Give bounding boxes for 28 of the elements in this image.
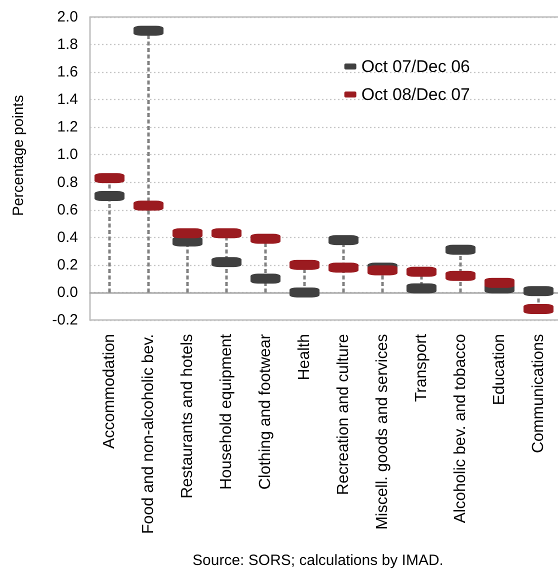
legend-label: Oct 07/Dec 06	[361, 57, 470, 76]
y-tick-label: 0.6	[57, 201, 78, 218]
x-tick-label: Communications	[530, 334, 547, 454]
y-tick-label: 0.0	[57, 284, 78, 301]
x-tick-label: Clothing and footwear	[257, 333, 274, 490]
y-tick-label: -0.2	[52, 312, 78, 328]
x-tick-label: Recreation and culture	[335, 334, 352, 495]
x-tick-label: Alcoholic bev. and tobacco	[452, 334, 469, 524]
y-tick-label: 0.8	[57, 174, 78, 191]
x-tick-label: Miscell. goods and services	[374, 334, 391, 530]
x-tick-label: Accommodation	[101, 334, 118, 449]
y-tick-label: 0.4	[57, 228, 78, 246]
x-tick-label: Education	[491, 334, 508, 406]
legend-label: Oct 08/Dec 07	[361, 85, 470, 104]
y-tick-label: 1.2	[57, 118, 78, 136]
x-tick-label: Household equipment	[218, 333, 235, 490]
y-tick-label: 1.6	[57, 64, 78, 81]
x-tick-label: Health	[296, 334, 313, 380]
x-tick-label: Food and non-alcoholic bev.	[140, 334, 157, 534]
y-tick-label: 1.0	[57, 146, 78, 164]
y-axis-title: Percentage points	[10, 95, 27, 216]
source-note: Source: SORS; calculations by IMAD.	[192, 552, 444, 569]
y-tick-label: 1.4	[57, 91, 78, 108]
y-tick-label: 2.0	[57, 8, 78, 26]
y-tick-label: 1.8	[57, 36, 78, 54]
y-tick-label: 0.2	[57, 256, 78, 274]
x-tick-label: Transport	[413, 333, 430, 402]
x-tick-label: Restaurants and hotels	[179, 334, 196, 499]
